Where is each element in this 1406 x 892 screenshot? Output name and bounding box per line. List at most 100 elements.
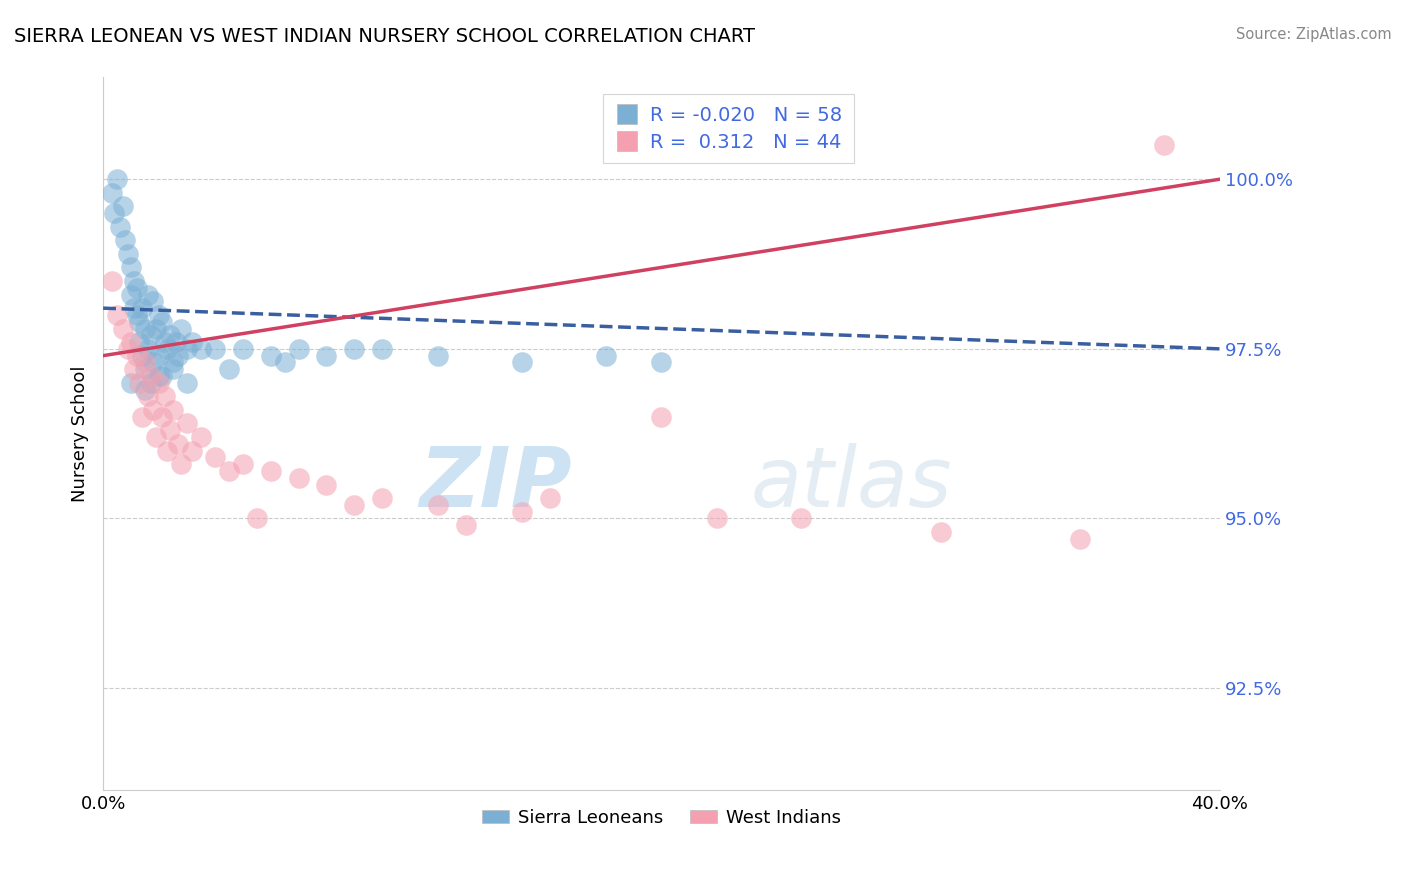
Point bbox=[170, 457, 193, 471]
Point bbox=[538, 491, 561, 505]
Point bbox=[142, 403, 165, 417]
Point bbox=[100, 274, 122, 288]
Point bbox=[142, 355, 165, 369]
Point bbox=[427, 498, 450, 512]
Point bbox=[108, 219, 131, 234]
Point bbox=[595, 349, 617, 363]
Point bbox=[181, 443, 204, 458]
Point bbox=[287, 471, 309, 485]
Point bbox=[145, 321, 167, 335]
Point bbox=[134, 383, 156, 397]
Point bbox=[122, 301, 145, 315]
Point bbox=[190, 430, 212, 444]
Point bbox=[204, 342, 226, 356]
Point bbox=[111, 321, 134, 335]
Point bbox=[148, 369, 170, 384]
Point bbox=[650, 355, 672, 369]
Point bbox=[259, 349, 281, 363]
Point bbox=[105, 172, 128, 186]
Point bbox=[246, 511, 269, 525]
Point bbox=[128, 315, 150, 329]
Point bbox=[148, 376, 170, 390]
Point bbox=[131, 349, 153, 363]
Point bbox=[218, 362, 240, 376]
Legend: Sierra Leoneans, West Indians: Sierra Leoneans, West Indians bbox=[474, 802, 848, 834]
Point bbox=[136, 287, 159, 301]
Point bbox=[117, 342, 139, 356]
Point bbox=[139, 328, 162, 343]
Text: Source: ZipAtlas.com: Source: ZipAtlas.com bbox=[1236, 27, 1392, 42]
Point bbox=[176, 376, 198, 390]
Point bbox=[371, 491, 394, 505]
Point bbox=[153, 389, 176, 403]
Point bbox=[105, 308, 128, 322]
Point bbox=[510, 505, 533, 519]
Point bbox=[287, 342, 309, 356]
Point bbox=[145, 430, 167, 444]
Point bbox=[150, 369, 173, 384]
Point bbox=[128, 334, 150, 349]
Point bbox=[134, 355, 156, 369]
Point bbox=[122, 274, 145, 288]
Point bbox=[128, 376, 150, 390]
Point bbox=[153, 334, 176, 349]
Point bbox=[343, 342, 366, 356]
Point bbox=[120, 334, 142, 349]
Point bbox=[125, 308, 148, 322]
Point bbox=[315, 477, 337, 491]
Y-axis label: Nursery School: Nursery School bbox=[72, 366, 89, 502]
Point bbox=[162, 362, 184, 376]
Point bbox=[162, 403, 184, 417]
Point bbox=[103, 206, 125, 220]
Point bbox=[162, 355, 184, 369]
Point bbox=[315, 349, 337, 363]
Point bbox=[142, 294, 165, 309]
Point bbox=[120, 260, 142, 275]
Point bbox=[114, 233, 136, 247]
Text: ZIP: ZIP bbox=[419, 443, 572, 524]
Point bbox=[343, 498, 366, 512]
Point bbox=[159, 328, 181, 343]
Point bbox=[139, 369, 162, 384]
Text: SIERRA LEONEAN VS WEST INDIAN NURSERY SCHOOL CORRELATION CHART: SIERRA LEONEAN VS WEST INDIAN NURSERY SC… bbox=[14, 27, 755, 45]
Point bbox=[100, 186, 122, 200]
Point bbox=[232, 457, 254, 471]
Point bbox=[136, 389, 159, 403]
Point bbox=[929, 524, 952, 539]
Point bbox=[125, 281, 148, 295]
Point bbox=[134, 321, 156, 335]
Point bbox=[156, 342, 179, 356]
Point bbox=[650, 409, 672, 424]
Point bbox=[148, 308, 170, 322]
Point bbox=[120, 287, 142, 301]
Point bbox=[176, 417, 198, 431]
Point bbox=[165, 334, 187, 349]
Point bbox=[454, 518, 477, 533]
Point bbox=[259, 464, 281, 478]
Point bbox=[170, 321, 193, 335]
Point bbox=[167, 349, 190, 363]
Point bbox=[150, 315, 173, 329]
Point bbox=[167, 437, 190, 451]
Point bbox=[706, 511, 728, 525]
Point bbox=[1069, 532, 1091, 546]
Point bbox=[190, 342, 212, 356]
Point bbox=[218, 464, 240, 478]
Point bbox=[510, 355, 533, 369]
Point bbox=[136, 342, 159, 356]
Point bbox=[131, 409, 153, 424]
Point bbox=[204, 450, 226, 465]
Point bbox=[125, 349, 148, 363]
Point bbox=[427, 349, 450, 363]
Point bbox=[176, 342, 198, 356]
Point bbox=[120, 376, 142, 390]
Point bbox=[156, 443, 179, 458]
Point bbox=[273, 355, 295, 369]
Point bbox=[1153, 138, 1175, 153]
Point bbox=[371, 342, 394, 356]
Point bbox=[139, 376, 162, 390]
Point bbox=[148, 349, 170, 363]
Point bbox=[150, 409, 173, 424]
Point bbox=[181, 334, 204, 349]
Point bbox=[159, 423, 181, 437]
